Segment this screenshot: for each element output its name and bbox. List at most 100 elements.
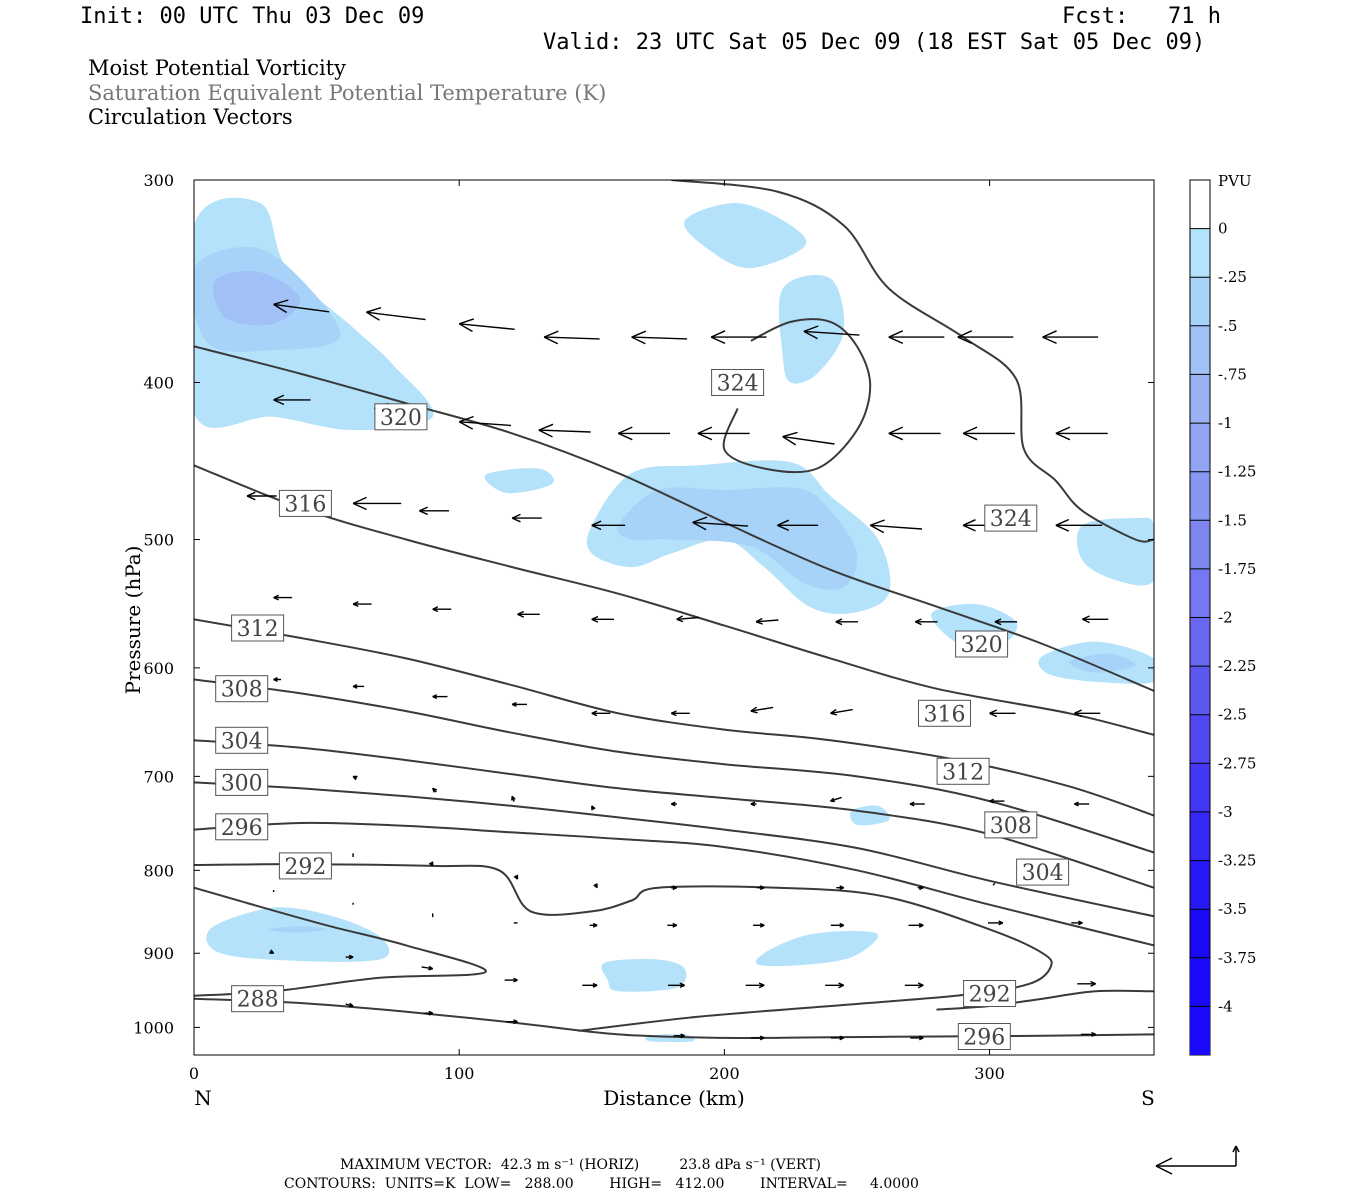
contour-label: 308	[215, 675, 269, 703]
colorbar-segment	[1190, 811, 1210, 861]
theta-es-contour	[194, 739, 1154, 889]
contour-label-text: 292	[284, 855, 326, 880]
circulation-vector	[750, 801, 757, 807]
circulation-vector	[676, 615, 699, 623]
colorbar-label: -2.75	[1218, 754, 1256, 772]
pv-region	[1068, 653, 1136, 673]
contour-label: 312	[936, 757, 990, 785]
circulation-vector	[909, 801, 925, 807]
contour-label-text: 300	[221, 771, 263, 796]
circulation-vector	[269, 949, 275, 954]
contour-label: 296	[215, 813, 269, 841]
y-tick-label: 600	[143, 659, 174, 678]
theta-es-contour	[194, 781, 1154, 918]
y-tick-label: 400	[143, 373, 174, 392]
contour-labels: 324 324 320 320 316 316 312 312 308 308 304 304 300 2…	[215, 369, 1070, 1051]
colorbar-label: -3	[1218, 803, 1233, 821]
contour-label: 320	[374, 403, 428, 431]
theta-es-contour	[194, 678, 1154, 854]
circulation-vector	[671, 801, 677, 807]
pv-region	[213, 271, 301, 326]
circulation-vector	[671, 710, 690, 717]
pv-region	[755, 931, 879, 967]
max-vector-note: MAXIMUM VECTOR: 42.3 m s⁻¹ (HORIZ) 23.8 …	[340, 1157, 822, 1173]
y-tick-label: 300	[143, 171, 174, 190]
circulation-vector	[1153, 805, 1154, 807]
valid-time: Valid: 23 UTC Sat 05 Dec 09 (18 EST Sat …	[543, 30, 1206, 55]
circulation-vector	[352, 775, 358, 781]
colorbar-label: -3.75	[1218, 949, 1256, 967]
x-end-label-north: N	[194, 1086, 212, 1110]
colorbar-segment	[1190, 423, 1210, 473]
circulation-vector	[352, 601, 372, 608]
contour-label-text: 320	[961, 633, 1003, 658]
circulation-vector	[419, 506, 449, 516]
circulation-vector	[428, 861, 434, 867]
x-tick-label: 0	[189, 1064, 199, 1083]
contour-label-text: 316	[924, 702, 966, 727]
circulation-vector	[962, 426, 1015, 441]
circulation-vector	[517, 610, 540, 618]
colorbar-segment	[1190, 860, 1210, 910]
colorbar-unit: PVU	[1218, 172, 1252, 190]
circulation-vector	[908, 922, 924, 928]
contour-label: 316	[918, 699, 971, 727]
contour-label: 296	[957, 1023, 1011, 1051]
circulation-vector	[888, 426, 941, 441]
circulation-vector	[631, 330, 688, 345]
field-title-vectors: Circulation Vectors	[88, 105, 293, 129]
contour-label: 304	[215, 726, 269, 754]
colorbar-segment	[1190, 666, 1210, 716]
colorbar-segment	[1190, 374, 1210, 424]
contour-label: 288	[231, 985, 285, 1013]
circulation-vector	[432, 694, 448, 700]
y-tick-label: 700	[143, 767, 174, 786]
contour-label: 324	[984, 504, 1038, 532]
circulation-vector	[591, 615, 614, 623]
init-time: Init: 00 UTC Thu 03 Dec 09	[80, 4, 425, 29]
theta-es-contour	[722, 318, 872, 474]
colorbar-segment	[1190, 277, 1210, 327]
contour-label-text: 292	[969, 983, 1011, 1008]
circulation-vector	[352, 496, 402, 511]
colorbar-label: -4	[1218, 997, 1233, 1015]
pv-region	[850, 805, 890, 826]
contour-label: 304	[1016, 858, 1070, 886]
theta-es-contour	[194, 618, 1154, 817]
circulation-vector	[835, 618, 858, 626]
circulation-vector	[667, 922, 677, 928]
circulation-vector	[671, 885, 677, 891]
colorbar-label: -3.25	[1218, 852, 1256, 870]
pv-shading-layer	[194, 197, 1154, 1043]
circulation-vector	[366, 307, 426, 321]
theta-es-contour	[194, 886, 487, 997]
circulation-vector	[591, 710, 611, 717]
contour-label: 300	[215, 768, 269, 796]
circulation-vector	[988, 920, 1004, 926]
circulation-vector	[1077, 980, 1096, 987]
colorbar-label: -2.5	[1218, 706, 1247, 724]
forecast-hour: Fcst: 71 h	[1062, 4, 1221, 29]
colorbar-segment	[1190, 763, 1210, 813]
circulation-vector	[910, 1035, 924, 1041]
circulation-vector	[756, 885, 765, 891]
pv-region	[683, 203, 807, 269]
colorbar-label: -3.5	[1218, 900, 1247, 918]
circulation-vector	[710, 330, 767, 345]
colorbar-segment	[1190, 180, 1210, 230]
circulation-vector	[777, 519, 819, 532]
field-title-theta-es: Saturation Equivalent Potential Temperat…	[88, 81, 607, 105]
circulation-vector	[1080, 1031, 1096, 1037]
colorbar-segment	[1190, 325, 1210, 375]
circulation-vector	[755, 617, 779, 625]
colorbar-label: -1	[1218, 414, 1233, 432]
contour-label-text: 288	[237, 988, 279, 1013]
pv-colorbar: PVU 0 -.25 -.5 -.75 -1 -1.25 -1.5 -1.75 -2 -2.25 -2…	[1189, 172, 1256, 1056]
contour-label: 292	[963, 980, 1017, 1008]
reference-vector-icon	[1155, 1145, 1240, 1175]
circulation-vector	[750, 706, 774, 714]
colorbar-label: -.25	[1218, 268, 1247, 286]
colorbar-label: 0	[1218, 220, 1228, 238]
contour-label: 320	[955, 630, 1009, 658]
contour-label-text: 308	[990, 814, 1032, 839]
